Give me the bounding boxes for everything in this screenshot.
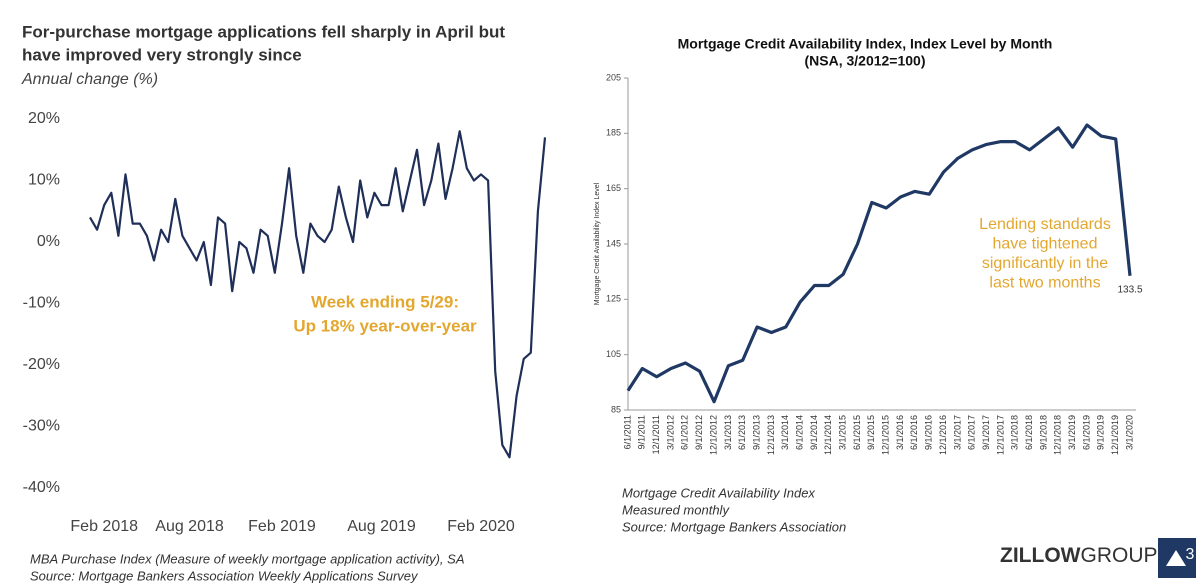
x-tick-label: 6/1/2013 bbox=[737, 415, 747, 450]
x-tick-label: 12/1/2011 bbox=[651, 415, 661, 454]
x-tick-label: 9/1/2018 bbox=[1038, 415, 1048, 450]
annotation: have tightened bbox=[993, 236, 1098, 253]
annotation: Lending standards bbox=[979, 216, 1111, 233]
annotation: significantly in the bbox=[982, 255, 1108, 272]
annotation: Up 18% year-over-year bbox=[293, 316, 477, 335]
x-tick-label: 3/1/2016 bbox=[895, 415, 905, 450]
page-number: 3 bbox=[1186, 546, 1195, 563]
x-tick-label: 12/1/2014 bbox=[823, 415, 833, 455]
x-tick-label: 12/1/2012 bbox=[708, 415, 718, 455]
y-tick-label: 125 bbox=[606, 294, 621, 304]
x-tick-label: 3/1/2018 bbox=[1010, 415, 1020, 450]
y-axis-label: Mortgage Credit Availability Index Level bbox=[594, 182, 601, 305]
x-tick-label: 6/1/2019 bbox=[1081, 415, 1091, 450]
x-tick-label: 3/1/2019 bbox=[1067, 415, 1077, 450]
brand: ZILLOWGROUP bbox=[1000, 544, 1158, 567]
x-tick-label: 6/1/2016 bbox=[909, 415, 919, 450]
y-tick-label: 0% bbox=[37, 233, 60, 250]
x-tick-label: 12/1/2015 bbox=[881, 415, 891, 455]
x-tick-label: Aug 2018 bbox=[155, 518, 224, 535]
x-tick-label: Feb 2020 bbox=[447, 518, 515, 535]
chart-subtitle: Annual change (%) bbox=[21, 71, 158, 88]
note: Source: Mortgage Bankers Association bbox=[622, 519, 846, 534]
x-tick-label: Aug 2019 bbox=[347, 518, 416, 535]
brand-suffix: GROUP bbox=[1080, 544, 1157, 567]
annotation: Week ending 5/29: bbox=[311, 292, 459, 311]
x-tick-label: 3/1/2017 bbox=[952, 415, 962, 450]
x-tick-label: 3/1/2013 bbox=[723, 415, 733, 450]
y-tick-label: 85 bbox=[611, 404, 621, 414]
x-tick-label: Feb 2019 bbox=[248, 518, 316, 535]
chart-title: Mortgage Credit Availability Index, Inde… bbox=[678, 36, 1053, 52]
note: Mortgage Credit Availability Index bbox=[622, 485, 815, 500]
y-tick-label: 145 bbox=[606, 238, 621, 248]
x-tick-label: 6/1/2014 bbox=[794, 415, 804, 450]
y-tick-label: -30% bbox=[23, 418, 60, 435]
note: Source: Mortgage Bankers Association Wee… bbox=[30, 568, 419, 583]
x-tick-label: 6/1/2015 bbox=[852, 415, 862, 450]
x-tick-label: 6/1/2011 bbox=[622, 415, 632, 449]
y-tick-label: 185 bbox=[606, 128, 621, 138]
x-tick-label: 6/1/2012 bbox=[680, 415, 690, 450]
brand-main: ZILLOW bbox=[1000, 544, 1081, 567]
x-tick-label: 9/1/2019 bbox=[1096, 415, 1106, 450]
x-tick-label: 9/1/2016 bbox=[924, 415, 934, 450]
annotation: last two months bbox=[989, 275, 1100, 292]
y-tick-label: 205 bbox=[606, 72, 621, 82]
logo-icon bbox=[1166, 550, 1186, 566]
chart-title: have improved very strongly since bbox=[22, 45, 302, 64]
y-tick-label: 105 bbox=[606, 349, 621, 359]
y-tick-label: 165 bbox=[606, 183, 621, 193]
y-tick-label: -20% bbox=[23, 356, 60, 373]
data-line bbox=[89, 130, 547, 459]
x-tick-label: 3/1/2014 bbox=[780, 415, 790, 450]
x-tick-label: 12/1/2016 bbox=[938, 415, 948, 455]
y-tick-label: -10% bbox=[23, 295, 60, 312]
x-tick-label: 9/1/2017 bbox=[981, 415, 991, 450]
y-tick-label: -40% bbox=[23, 479, 60, 496]
note: MBA Purchase Index (Measure of weekly mo… bbox=[30, 551, 465, 566]
x-tick-label: 3/1/2020 bbox=[1124, 415, 1134, 450]
x-tick-label: 9/1/2011 bbox=[637, 415, 647, 449]
note: Measured monthly bbox=[622, 502, 730, 517]
chart-subtitle: (NSA, 3/2012=100) bbox=[804, 53, 925, 69]
x-tick-label: 12/1/2019 bbox=[1110, 415, 1120, 455]
chart-title: For-purchase mortgage applications fell … bbox=[22, 22, 505, 41]
x-tick-label: 6/1/2017 bbox=[967, 415, 977, 450]
x-tick-label: 12/1/2018 bbox=[1053, 415, 1063, 455]
x-tick-label: 9/1/2013 bbox=[751, 415, 761, 450]
x-tick-label: 12/1/2017 bbox=[995, 415, 1005, 455]
x-tick-label: Feb 2018 bbox=[70, 518, 138, 535]
x-tick-label: 9/1/2015 bbox=[866, 415, 876, 450]
x-tick-label: 6/1/2018 bbox=[1024, 415, 1034, 450]
y-tick-label: 10% bbox=[28, 172, 60, 189]
y-tick-label: 20% bbox=[28, 110, 60, 127]
data-line bbox=[626, 123, 1132, 404]
x-tick-label: 12/1/2013 bbox=[766, 415, 776, 455]
data-label: 133.5 bbox=[1117, 284, 1142, 295]
x-tick-label: 3/1/2015 bbox=[838, 415, 848, 450]
x-tick-label: 9/1/2014 bbox=[809, 415, 819, 450]
x-tick-label: 9/1/2012 bbox=[694, 415, 704, 450]
x-tick-label: 3/1/2012 bbox=[665, 415, 675, 450]
